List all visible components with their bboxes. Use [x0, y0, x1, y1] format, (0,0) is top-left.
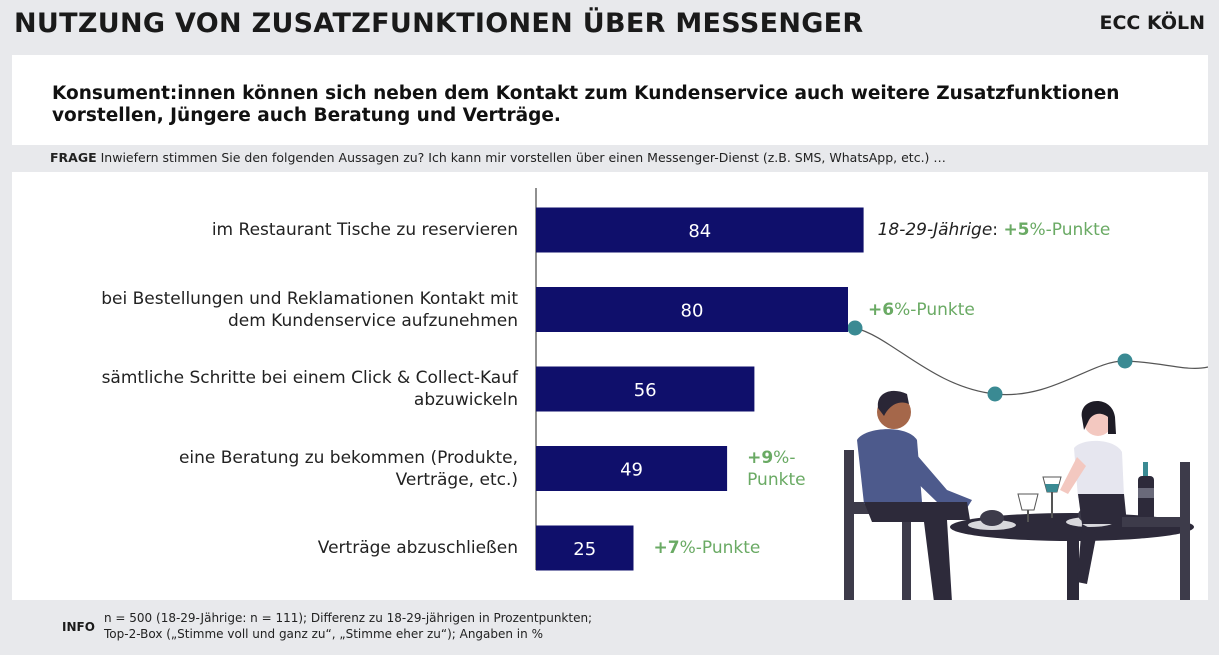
bar-4 [536, 446, 728, 491]
annotation-unit-continued: Punkte [747, 469, 806, 490]
category-label-5: Verträge abzuschließen [38, 537, 518, 559]
category-label-line: eine Beratung zu bekommen (Produkte, [178, 447, 518, 468]
bar-value-label-5: 25 [573, 539, 596, 560]
annotation-group-label: 18-29-Jährige [877, 220, 993, 240]
question-text: Inwiefern stimmen Sie den folgenden Auss… [96, 150, 946, 165]
category-label-line: bei Bestellungen und Reklamationen Konta… [101, 288, 518, 309]
info-tag: INFO [62, 620, 95, 634]
bar-1 [536, 207, 864, 253]
headline-box: Konsument:innen können sich neben dem Ko… [12, 55, 1208, 145]
annotation-unit: %-Punkte [894, 299, 975, 320]
brand-logo: ECC KÖLN [1099, 12, 1205, 34]
bar-5 [536, 525, 634, 571]
difference-annotation-5: +7%-Punkte [654, 537, 761, 559]
survey-question: FRAGE Inwiefern stimmen Sie den folgende… [50, 150, 946, 165]
annotation-value: +9 [747, 447, 774, 468]
annotation-value: +7 [653, 538, 680, 558]
category-label-4: eine Beratung zu bekommen (Produkte, Vert… [38, 447, 518, 491]
category-label-3: sämtliche Schritte bei einem Click & Col… [38, 367, 518, 411]
headline-line-1: Konsument:innen können sich neben dem Ko… [52, 83, 1120, 104]
chart-panel: 84 80 56 49 25 [12, 172, 1208, 600]
category-label-line: im Restaurant Tische zu reservieren [211, 220, 518, 240]
page-title: NUTZUNG VON ZUSATZFUNKTIONEN ÜBER MESSEN… [14, 8, 864, 39]
category-label-line: dem Kundenservice aufzunehmen [227, 310, 518, 331]
annotation-value: +5 [1003, 220, 1030, 240]
category-label-line: Verträge, etc.) [395, 469, 518, 490]
difference-annotation-2: +6%-Punkte [868, 299, 975, 321]
bar-value-label-1: 84 [688, 221, 711, 242]
headline-line-2: vorstellen, Jüngere auch Beratung und Ve… [52, 105, 561, 126]
annotation-unit: %- [773, 447, 796, 468]
info-note: n = 500 (18-29-Jährige: n = 111); Differ… [104, 610, 592, 642]
info-line-2: Top-2-Box („Stimme voll und ganz zu“, „S… [104, 627, 543, 641]
bar-value-label-4: 49 [620, 460, 643, 481]
annotation-separator: : [992, 220, 1004, 240]
difference-annotation-1: 18-29-Jährige: +5%-Punkte [878, 219, 1111, 241]
info-line-1: n = 500 (18-29-Jährige: n = 111); Differ… [104, 611, 593, 625]
annotation-value: +6 [868, 299, 895, 320]
category-label-2: bei Bestellungen und Reklamationen Konta… [38, 288, 518, 332]
category-label-1: im Restaurant Tische zu reservieren [38, 219, 518, 241]
annotation-unit: %-Punkte [1029, 220, 1111, 240]
restaurant-couple-illustration [844, 320, 1208, 600]
category-label-line: sämtliche Schritte bei einem Click & Col… [101, 368, 518, 388]
difference-annotation-4: +9%- Punkte [747, 447, 805, 491]
bar-value-label-2: 80 [681, 301, 704, 322]
question-tag: FRAGE [50, 150, 97, 165]
bar-chart: 84 80 56 49 25 [535, 188, 1208, 600]
headline: Konsument:innen können sich neben dem Ko… [52, 83, 1172, 127]
annotation-unit: %-Punkte [679, 538, 761, 558]
bar-2 [536, 287, 848, 332]
category-label-line: Verträge abzuschließen [317, 538, 518, 558]
bar-value-label-3: 56 [634, 380, 657, 401]
category-label-line: abzuwickeln [413, 390, 518, 410]
bar-3 [536, 366, 755, 412]
